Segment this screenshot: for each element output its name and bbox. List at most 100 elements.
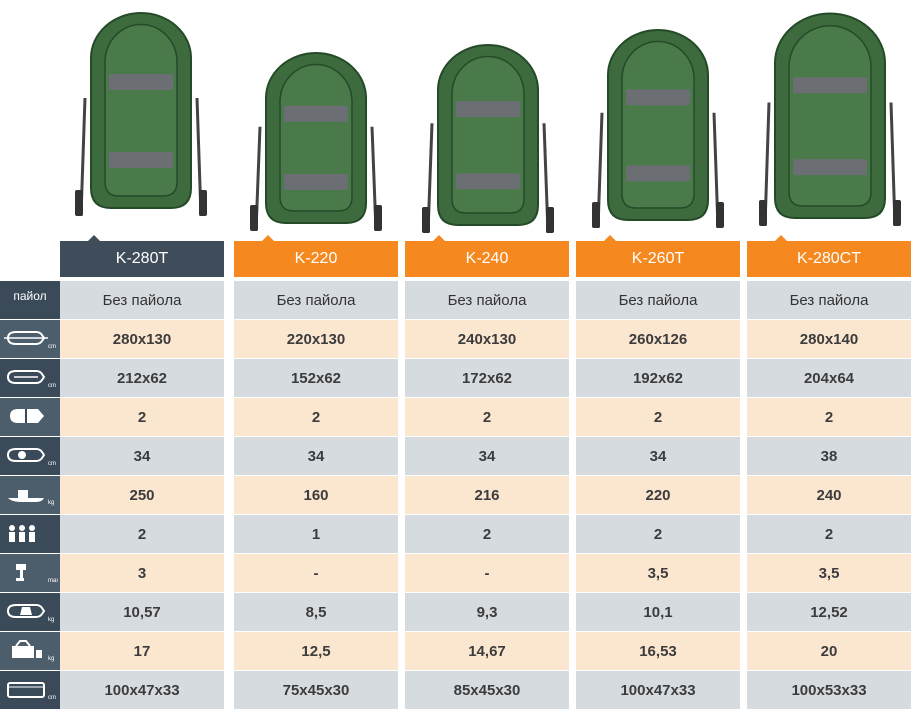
row-label-boat-inner-size: cm <box>0 359 60 397</box>
svg-text:kg: kg <box>48 656 54 662</box>
svg-text:max: max <box>48 578 58 584</box>
boat-inner-size-icon: cm <box>6 370 56 389</box>
tab-pointer-icon <box>433 235 445 241</box>
svg-text:kg: kg <box>48 500 54 506</box>
row-label-persons <box>0 515 60 553</box>
table-cell: 20 <box>747 632 911 670</box>
table-cell: 212x62 <box>60 359 224 397</box>
table-cell: 2 <box>576 515 740 553</box>
table-cell: 34 <box>60 437 224 475</box>
model-tab-k-240[interactable]: K-240 <box>405 235 569 277</box>
chambers-icon <box>10 409 44 423</box>
row-label-boat-outer-size: cm <box>0 320 60 358</box>
table-cell: 34 <box>405 437 569 475</box>
table-cell: 17 <box>60 632 224 670</box>
svg-text:cm: cm <box>48 695 56 701</box>
tab-pointer-icon <box>775 235 787 241</box>
svg-text:cm: cm <box>48 383 56 389</box>
table-cell: 204x64 <box>747 359 911 397</box>
model-tab-k-280ct[interactable]: K-280CT <box>747 235 911 277</box>
row-label-load-capacity: kg <box>0 476 60 514</box>
table-cell: - <box>405 554 569 592</box>
model-name: K-220 <box>294 250 338 267</box>
row-label-kit-weight: kg <box>0 632 60 670</box>
table-cell: Без пайола <box>234 281 398 319</box>
table-cell: 220x130 <box>234 320 398 358</box>
tab-pointer-icon <box>604 235 616 241</box>
table-cell: 160 <box>234 476 398 514</box>
model-tab-k-220[interactable]: K-220 <box>234 235 398 277</box>
table-cell: 38 <box>747 437 911 475</box>
table-cell: Без пайола <box>60 281 224 319</box>
kit-weight-icon: kg <box>12 640 54 662</box>
table-cell: 3,5 <box>576 554 740 592</box>
table-cell: 3,5 <box>747 554 911 592</box>
model-name: K-240 <box>465 250 509 267</box>
max-motor-icon: max <box>16 564 58 584</box>
tube-diameter-icon: cm <box>6 448 56 467</box>
row-label-floor: пайол <box>0 281 60 319</box>
row-label-chambers <box>0 398 60 436</box>
boat-image-k-280t <box>75 12 207 217</box>
model-name: K-280T <box>115 250 169 267</box>
table-cell: 2 <box>747 515 911 553</box>
model-name: K-280CT <box>796 250 862 267</box>
boat-image-k-240 <box>422 44 554 234</box>
svg-text:cm: cm <box>48 461 56 467</box>
table-cell: 8,5 <box>234 593 398 631</box>
svg-text:kg: kg <box>48 617 54 623</box>
table-cell: 240 <box>747 476 911 514</box>
model-tab-k-280t[interactable]: K-280T <box>60 235 224 277</box>
table-cell: 2 <box>60 398 224 436</box>
persons-icon <box>9 525 35 542</box>
table-cell: 75x45x30 <box>234 671 398 709</box>
table-cell: 172x62 <box>405 359 569 397</box>
table-cell: 220 <box>576 476 740 514</box>
table-cell: 216 <box>405 476 569 514</box>
table-cell: 280x130 <box>60 320 224 358</box>
table-cell: 100x47x33 <box>60 671 224 709</box>
row-label-package-size: cm <box>0 671 60 709</box>
boat-image-k-260t <box>592 29 724 229</box>
boat-image-k-280ct <box>759 12 901 227</box>
table-cell: 14,67 <box>405 632 569 670</box>
table-cell: 12,5 <box>234 632 398 670</box>
row-label-boat-weight: kg <box>0 593 60 631</box>
package-size-icon: cm <box>7 682 56 701</box>
row-label-tube-diameter: cm <box>0 437 60 475</box>
table-cell: 10,57 <box>60 593 224 631</box>
row-label-text: пайол <box>13 289 47 303</box>
table-cell: - <box>234 554 398 592</box>
boat-image-k-220 <box>250 52 382 232</box>
table-cell: 34 <box>234 437 398 475</box>
table-cell: 34 <box>576 437 740 475</box>
table-cell: 100x47x33 <box>576 671 740 709</box>
table-cell: 152x62 <box>234 359 398 397</box>
svg-text:cm: cm <box>48 344 56 350</box>
load-capacity-icon: kg <box>8 490 54 506</box>
table-cell: 85x45x30 <box>405 671 569 709</box>
table-cell: Без пайола <box>747 281 911 319</box>
table-cell: 2 <box>576 398 740 436</box>
table-cell: Без пайола <box>405 281 569 319</box>
table-cell: 9,3 <box>405 593 569 631</box>
table-cell: 100x53x33 <box>747 671 911 709</box>
tab-pointer-icon <box>88 235 100 241</box>
table-cell: 10,1 <box>576 593 740 631</box>
table-cell: 250 <box>60 476 224 514</box>
model-tab-k-260t[interactable]: K-260T <box>576 235 740 277</box>
model-name: K-260T <box>631 250 685 267</box>
table-cell: 3 <box>60 554 224 592</box>
table-cell: 2 <box>234 398 398 436</box>
table-cell: 2 <box>405 515 569 553</box>
table-cell: 16,53 <box>576 632 740 670</box>
table-cell: 192x62 <box>576 359 740 397</box>
table-cell: Без пайола <box>576 281 740 319</box>
tab-pointer-icon <box>262 235 274 241</box>
table-cell: 2 <box>405 398 569 436</box>
boat-weight-icon: kg <box>6 604 54 623</box>
table-cell: 260x126 <box>576 320 740 358</box>
table-cell: 2 <box>60 515 224 553</box>
row-label-max-motor: max <box>0 554 60 592</box>
table-cell: 12,52 <box>747 593 911 631</box>
